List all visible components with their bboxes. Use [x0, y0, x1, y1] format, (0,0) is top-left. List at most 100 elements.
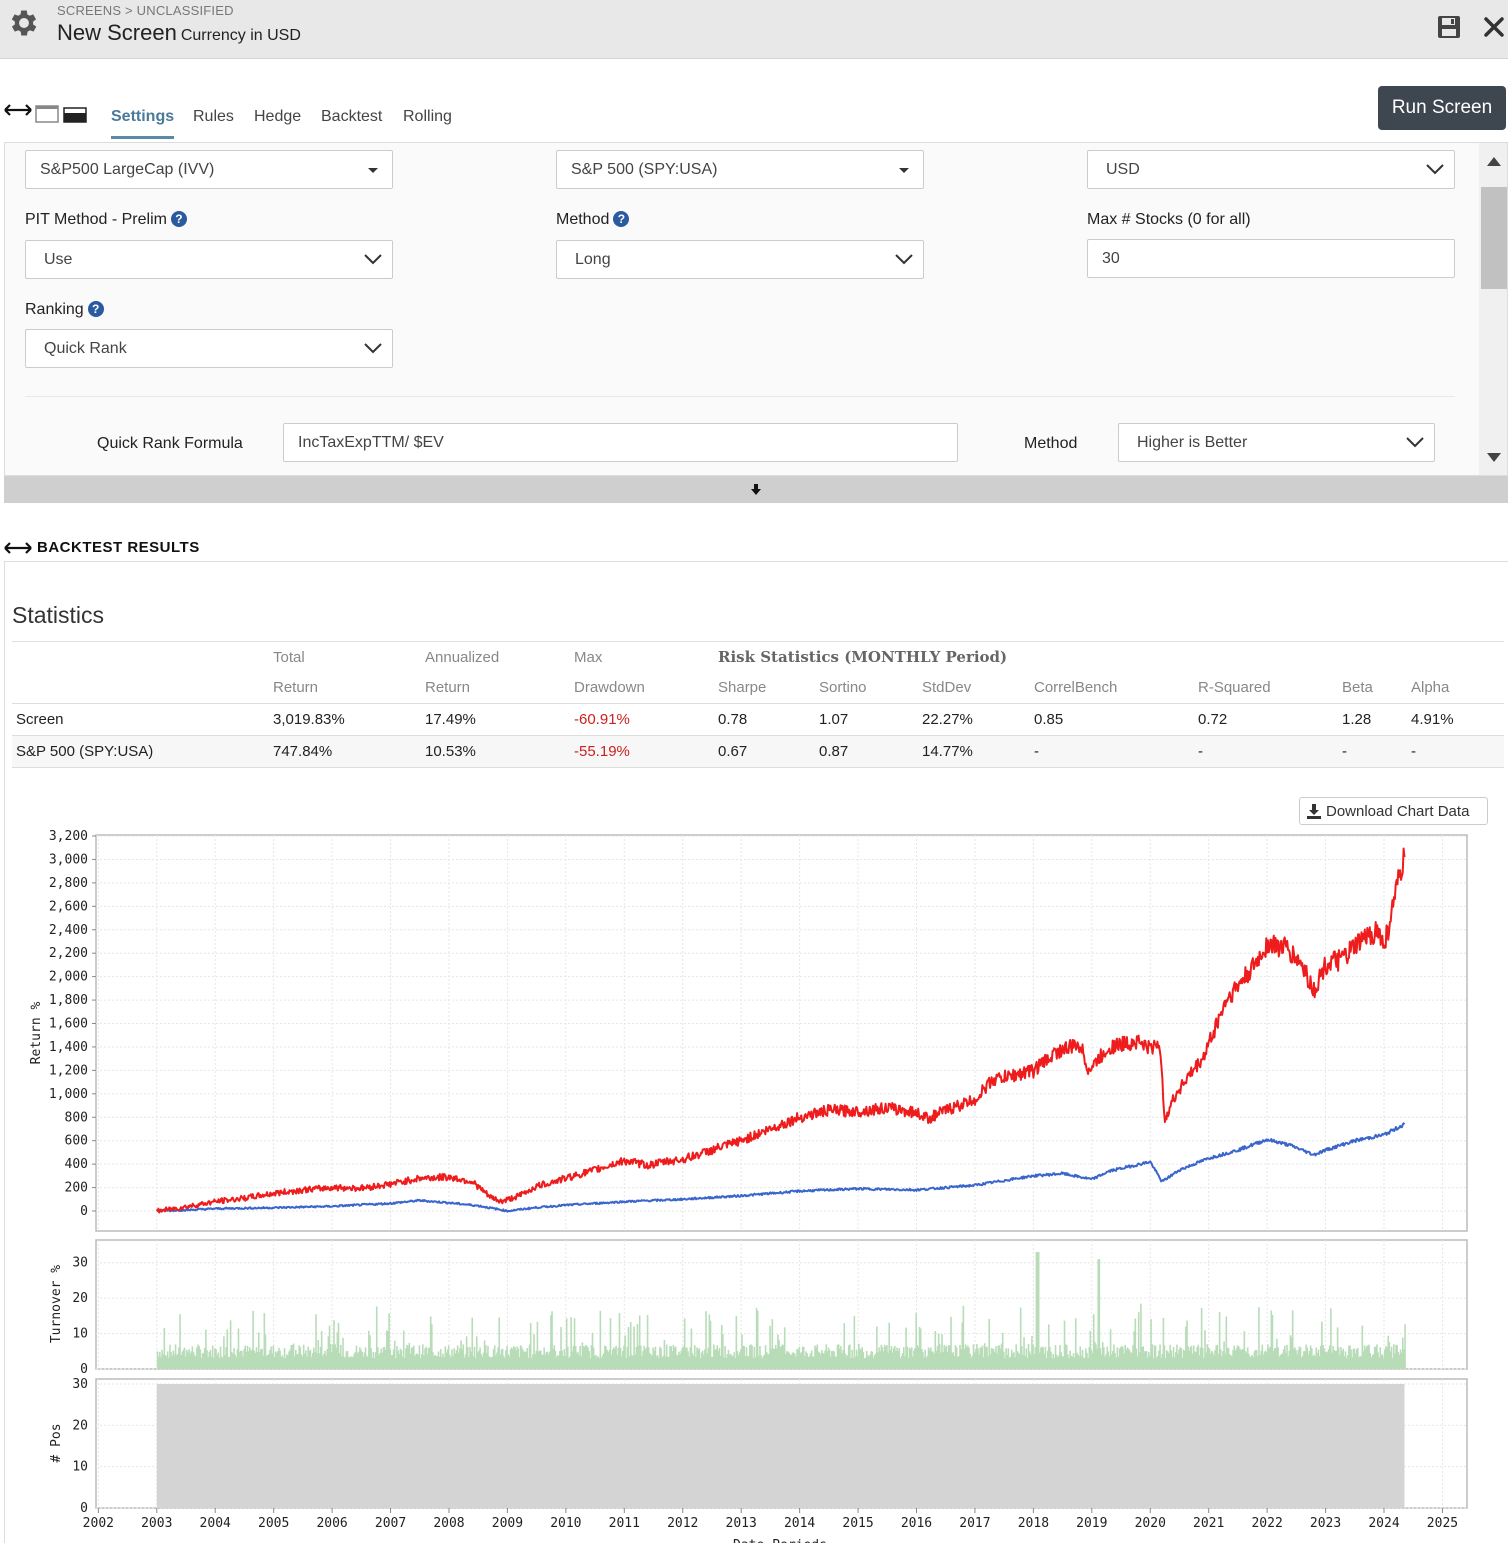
help-icon[interactable]: ? — [87, 301, 104, 317]
arrow-down-icon[interactable] — [750, 484, 762, 496]
scrollbar-thumb[interactable] — [1481, 187, 1507, 289]
table-cell: 0.67 — [714, 735, 815, 768]
max-stocks-input[interactable]: 30 — [1087, 239, 1455, 278]
header-bar: SCREENS > UNCLASSIFIED New Screen Currenc… — [0, 0, 1508, 59]
header-cell — [12, 641, 269, 673]
screen-name: New Screen — [57, 20, 177, 45]
formula-method-select[interactable]: Higher is Better — [1118, 423, 1435, 462]
ranking-select[interactable]: Quick Rank — [25, 329, 393, 368]
header-cell: Return — [425, 679, 471, 697]
currency-note: Currency in USD — [180, 27, 301, 44]
table-cell: -55.19% — [570, 735, 714, 768]
table-row: Screen 3,019.83% 17.49% -60.91% 0.78 1.0… — [12, 703, 1504, 736]
save-icon[interactable] — [1437, 14, 1461, 40]
table-cell: 1.28 — [1338, 703, 1407, 736]
universe-select[interactable]: S&P500 LargeCap (IVV) — [25, 150, 393, 189]
table-cell: 0.85 — [1030, 703, 1194, 736]
help-icon[interactable]: ? — [613, 211, 630, 227]
table-cell: - — [1407, 735, 1504, 768]
formula-label: Quick Rank Formula — [97, 435, 243, 452]
table-cell: 14.77% — [918, 735, 1030, 768]
chevron-down-icon — [895, 254, 913, 265]
chevron-down-icon — [364, 254, 382, 265]
ranking-label: Ranking? — [25, 301, 104, 319]
method-label-text: Method — [556, 211, 610, 228]
table-header-row: Return Return Drawdown Sharpe Sortino St… — [12, 673, 1504, 704]
caret-down-icon — [899, 168, 909, 173]
universe-value: S&P500 LargeCap (IVV) — [40, 161, 215, 178]
tab-rolling[interactable]: Rolling — [403, 108, 452, 125]
table-cell: 747.84% — [269, 735, 421, 768]
table-cell: - — [1194, 735, 1338, 768]
expand-horizontal-icon[interactable] — [4, 103, 32, 117]
table-cell: 1.07 — [815, 703, 918, 736]
download-chart-data-button[interactable]: Download Chart Data — [1299, 797, 1488, 825]
table-cell: 0.87 — [815, 735, 918, 768]
tab-rules[interactable]: Rules — [193, 108, 234, 125]
gear-icon[interactable] — [7, 6, 41, 40]
ranking-label-text: Ranking — [25, 301, 84, 318]
layout-window-icon[interactable] — [35, 105, 59, 123]
header-cell: Annualized — [421, 641, 570, 673]
table-cell: - — [1030, 735, 1194, 768]
header-cell: R-Squared — [1198, 679, 1271, 697]
method-label: Method? — [556, 211, 630, 229]
table-cell: 10.53% — [421, 735, 570, 768]
risk-statistics-header: Risk Statistics (MONTHLY Period) — [714, 641, 1504, 673]
max-stocks-label: Max # Stocks (0 for all) — [1087, 211, 1251, 228]
header-cell: Sortino — [819, 679, 867, 697]
chevron-down-icon — [1426, 164, 1444, 175]
max-stocks-value: 30 — [1102, 250, 1120, 267]
formula-input[interactable]: IncTaxExpTTM/ $EV — [283, 423, 958, 462]
table-cell: 4.91% — [1407, 703, 1504, 736]
table-cell: -60.91% — [570, 703, 714, 736]
download-icon — [1307, 804, 1321, 819]
header-cell: Total — [269, 641, 421, 673]
chevron-down-icon — [1406, 437, 1424, 448]
header-cell: Max — [570, 641, 714, 673]
header-cell: Return — [273, 679, 319, 697]
breadcrumb[interactable]: SCREENS > UNCLASSIFIED — [57, 3, 234, 18]
method-value: Long — [575, 251, 611, 268]
pit-method-label: PIT Method - Prelim? — [25, 211, 187, 229]
scroll-down-icon[interactable] — [1487, 453, 1501, 462]
table-cell: - — [1338, 735, 1407, 768]
expand-horizontal-icon[interactable] — [4, 541, 32, 555]
table-cell: 0.78 — [714, 703, 815, 736]
pit-method-label-text: PIT Method - Prelim — [25, 211, 167, 228]
header-cell: Beta — [1342, 679, 1373, 697]
divider — [25, 396, 1455, 397]
table-cell: 22.27% — [918, 703, 1030, 736]
tab-settings[interactable]: Settings — [111, 108, 175, 139]
tab-backtest[interactable]: Backtest — [321, 108, 383, 125]
settings-scrollbar[interactable] — [1479, 143, 1507, 475]
table-cell: 17.49% — [421, 703, 570, 736]
currency-value: USD — [1106, 161, 1140, 178]
help-icon[interactable]: ? — [170, 211, 187, 227]
layout-split-icon[interactable] — [63, 107, 87, 123]
pit-method-value: Use — [44, 251, 73, 268]
run-screen-button[interactable]: Run Screen — [1378, 86, 1506, 130]
header-cell: StdDev — [922, 679, 972, 697]
tab-hedge[interactable]: Hedge — [254, 108, 302, 125]
formula-value: IncTaxExpTTM/ $EV — [298, 434, 444, 451]
close-icon[interactable] — [1483, 15, 1505, 39]
statistics-table: Total Annualized Max Risk Statistics (MO… — [12, 641, 1504, 768]
settings-panel: S&P500 LargeCap (IVV) S&P 500 (SPY:USA) … — [4, 142, 1508, 476]
header-cell: CorrelBench — [1034, 679, 1118, 697]
tab-bar: Settings Rules Hedge Backtest Rolling Ru… — [0, 86, 1508, 142]
header-cell — [12, 673, 269, 704]
currency-select[interactable]: USD — [1087, 150, 1455, 189]
statistics-heading: Statistics — [12, 602, 105, 628]
header-cell: Drawdown — [574, 679, 645, 697]
formula-method-value: Higher is Better — [1137, 434, 1248, 451]
backtest-results-panel: Statistics Total Annualized Max Risk Sta… — [4, 561, 1508, 1543]
panel-resize-bar[interactable] — [4, 476, 1508, 503]
backtest-results-title: BACKTEST RESULTS — [37, 539, 200, 556]
pit-method-select[interactable]: Use — [25, 240, 393, 279]
benchmark-select[interactable]: S&P 500 (SPY:USA) — [556, 150, 924, 189]
scroll-up-icon[interactable] — [1487, 157, 1501, 166]
table-cell: 3,019.83% — [269, 703, 421, 736]
method-select[interactable]: Long — [556, 240, 924, 279]
row-label: S&P 500 (SPY:USA) — [12, 735, 269, 768]
